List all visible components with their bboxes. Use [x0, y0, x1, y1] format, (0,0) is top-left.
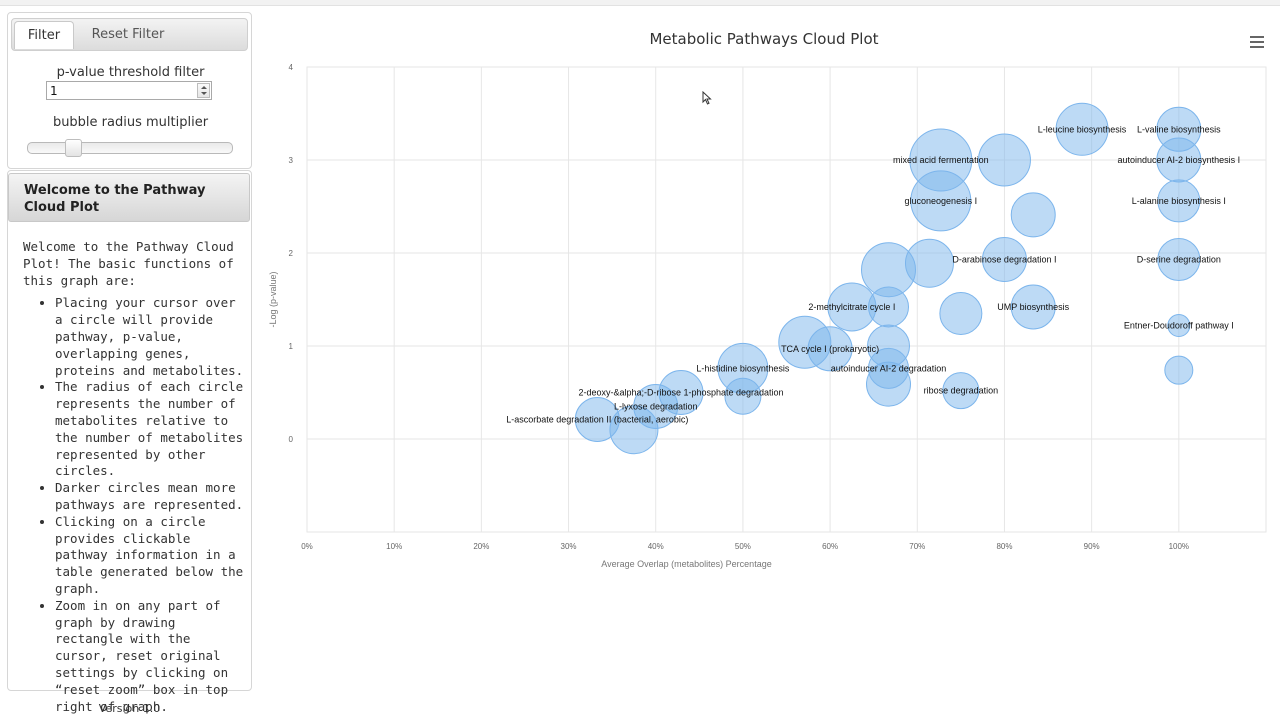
- radius-multiplier-label: bubble radius multiplier: [52, 115, 209, 130]
- filter-panel: Filter Reset Filter p-value threshold fi…: [7, 12, 252, 169]
- list-item: Darker circles mean more pathways are re…: [55, 480, 245, 514]
- tab-filter[interactable]: Filter: [14, 21, 74, 49]
- list-item: Clicking on a circle provides clickable …: [55, 514, 245, 598]
- bubble-label: Entner-Doudoroff pathway I: [1124, 321, 1234, 331]
- bubble: [1164, 355, 1194, 385]
- bubble-label: 2-deoxy-&alpha;-D-ribose 1-phosphate deg…: [578, 388, 783, 398]
- bubble-label: L-leucine biosynthesis: [1038, 124, 1127, 134]
- bubble-label: L-valine biosynthesis: [1137, 124, 1221, 134]
- bubble-label: L-histidine biosynthesis: [696, 363, 790, 373]
- bubble: [1167, 314, 1191, 338]
- bubble: [866, 361, 912, 407]
- bubble-label: autoinducer AI-2 biosynthesis I: [1118, 155, 1241, 165]
- bubble-label: gluconeogenesis I: [905, 196, 978, 206]
- chart-title: Metabolic Pathways Cloud Plot: [649, 30, 879, 48]
- x-tick-label: 30%: [561, 542, 577, 551]
- welcome-heading: Welcome to the Pathway Cloud Plot: [8, 173, 250, 222]
- x-tick-label: 50%: [735, 542, 751, 551]
- bubble-label: L-ascorbate degradation II (bacterial, a…: [506, 414, 688, 424]
- bubble: [981, 237, 1027, 283]
- spin-down-icon[interactable]: [201, 92, 207, 95]
- welcome-text: Welcome to the Pathway Cloud Plot! The b…: [23, 239, 245, 715]
- bubble: [910, 170, 972, 232]
- mouse-cursor-icon: [702, 91, 712, 105]
- y-tick-label: 0: [289, 435, 294, 444]
- plot-area: [306, 66, 1267, 533]
- y-tick-label: 3: [289, 156, 294, 165]
- spin-up-icon[interactable]: [201, 86, 207, 89]
- version-label: Version 1.0: [98, 702, 161, 715]
- tab-reset-filter[interactable]: Reset Filter: [91, 27, 165, 42]
- bubble-label: L-lyxose degradation: [614, 401, 698, 411]
- x-tick-label: 90%: [1084, 542, 1100, 551]
- x-tick-label: 0%: [301, 542, 313, 551]
- bubble-label: TCA cycle I (prokaryotic): [781, 344, 879, 354]
- pvalue-threshold-input[interactable]: [46, 81, 212, 100]
- bubble-label: L-alanine biosynthesis I: [1132, 196, 1226, 206]
- x-tick-label: 10%: [386, 542, 402, 551]
- bubble-label: UMP biosynthesis: [997, 302, 1069, 312]
- x-tick-label: 20%: [473, 542, 489, 551]
- bubble: [574, 396, 620, 442]
- y-tick-label: 4: [289, 63, 294, 72]
- bubble-label: 2-methylcitrate cycle I: [808, 302, 895, 312]
- list-item: Zoom in on any part of graph by drawing …: [55, 598, 245, 716]
- x-tick-label: 100%: [1169, 542, 1189, 551]
- bubble-label: ribose degradation: [924, 386, 999, 396]
- bubble: [724, 377, 762, 415]
- bubble: [942, 372, 980, 410]
- x-axis-title: Average Overlap (metabolites) Percentage: [601, 559, 771, 569]
- bubble: [1157, 179, 1201, 223]
- y-axis-title: -Log (p-value): [268, 271, 278, 327]
- bubble: [807, 326, 853, 372]
- bubble-label: mixed acid fermentation: [893, 155, 989, 165]
- welcome-intro: Welcome to the Pathway Cloud Plot! The b…: [23, 239, 234, 288]
- bubble: [1010, 192, 1056, 238]
- bubble-label: autoinducer AI-2 degradation: [831, 363, 947, 373]
- bubble: [939, 291, 983, 335]
- feature-list: Placing your cursor over a circle will p…: [23, 295, 245, 715]
- radius-slider-handle[interactable]: [64, 139, 82, 157]
- bubble: [977, 133, 1031, 187]
- y-tick-label: 1: [289, 342, 294, 351]
- hamburger-menu-icon[interactable]: [1250, 36, 1264, 48]
- welcome-panel: Welcome to the Pathway Cloud Plot Welcom…: [7, 170, 252, 714]
- pvalue-threshold-label: p-value threshold filter: [56, 65, 205, 80]
- y-tick-label: 2: [289, 249, 294, 258]
- x-tick-label: 80%: [996, 542, 1012, 551]
- x-tick-label: 40%: [648, 542, 664, 551]
- x-tick-label: 60%: [822, 542, 838, 551]
- pvalue-spinner[interactable]: [197, 83, 210, 98]
- bubble-label: D-serine degradation: [1137, 255, 1221, 265]
- tab-bar: Filter Reset Filter: [11, 18, 248, 51]
- bubble: [1010, 284, 1056, 330]
- browser-edge: [0, 0, 1280, 6]
- bubble: [1157, 238, 1201, 282]
- x-tick-label: 70%: [909, 542, 925, 551]
- bubble: [1055, 102, 1109, 156]
- list-item: Placing your cursor over a circle will p…: [55, 295, 245, 379]
- bubble-label: D-arabinose degradation I: [952, 255, 1056, 265]
- list-item: The radius of each circle represents the…: [55, 379, 245, 480]
